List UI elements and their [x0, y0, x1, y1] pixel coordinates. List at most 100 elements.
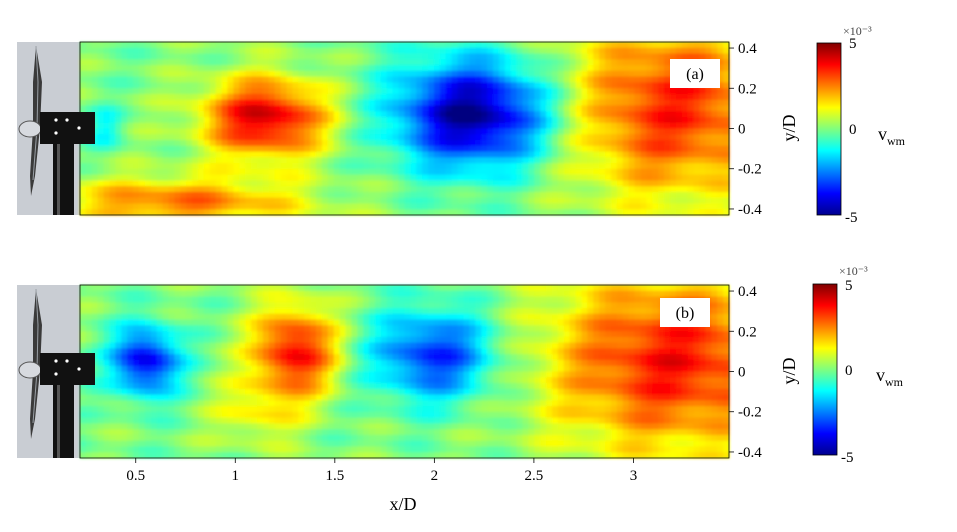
heatmap-cell [215, 88, 223, 95]
heatmap-cell [115, 99, 122, 107]
heatmap-cell [150, 417, 158, 424]
heatmap-cell [233, 446, 240, 453]
heatmap-cell [357, 42, 364, 49]
heatmap-cell [115, 47, 122, 55]
heatmap-cell [333, 128, 341, 135]
heatmap-cell [298, 429, 305, 436]
heatmap-cell [109, 394, 116, 401]
heatmap-cell [80, 319, 87, 326]
heatmap-cell [304, 116, 311, 124]
heatmap-cell [139, 388, 146, 396]
heatmap-cell [380, 400, 388, 407]
heatmap-cell [481, 53, 488, 60]
heatmap-cell [646, 88, 653, 95]
heatmap-cell [156, 128, 164, 135]
heatmap-cell [233, 168, 240, 176]
heatmap-cell [652, 209, 659, 216]
heatmap-cell [640, 145, 647, 153]
heatmap-cell [451, 122, 459, 130]
heatmap-cell [439, 47, 447, 55]
heatmap-cell [445, 180, 453, 187]
heatmap-cell [599, 140, 606, 147]
heatmap-cell [115, 122, 122, 130]
heatmap-cell [203, 93, 211, 101]
heatmap-cell [445, 191, 453, 199]
heatmap-cell [192, 290, 199, 298]
heatmap-cell [664, 203, 671, 210]
heatmap-cell [280, 336, 288, 344]
heatmap-cell [498, 174, 506, 181]
heatmap-cell [304, 290, 311, 298]
heatmap-cell [127, 157, 134, 164]
heatmap-cell [611, 59, 618, 66]
heatmap-cell [434, 111, 441, 118]
heatmap-cell [268, 331, 276, 338]
heatmap-cell [380, 290, 388, 298]
y-axis-label-a: y/D [779, 114, 799, 141]
heatmap-cell [687, 197, 695, 205]
heatmap-cell [257, 168, 264, 176]
heatmap-cell [180, 302, 187, 309]
heatmap-cell [274, 105, 282, 112]
heatmap-cell [310, 186, 317, 193]
heatmap-cell [186, 388, 193, 396]
heatmap-cell [233, 157, 240, 164]
heatmap-cell [150, 377, 158, 384]
heatmap-cell [174, 319, 181, 326]
heatmap-cell [80, 76, 87, 83]
heatmap-cell [634, 116, 642, 124]
heatmap-cell [351, 186, 358, 193]
heatmap-cell [534, 47, 541, 55]
heatmap-cell [192, 128, 199, 135]
heatmap-cell [209, 411, 217, 419]
heatmap-cell [658, 151, 665, 158]
heatmap-cell [133, 53, 140, 60]
heatmap-cell [162, 82, 170, 89]
heatmap-cell [198, 452, 205, 459]
heatmap-cell [363, 116, 370, 124]
heatmap-cell [239, 122, 246, 130]
heatmap-cell [339, 140, 347, 147]
heatmap-cell [221, 406, 229, 413]
heatmap-cell [156, 105, 164, 112]
heatmap-cell [115, 186, 122, 193]
heatmap-cell [357, 59, 364, 66]
heatmap-cell [227, 151, 234, 158]
heatmap-cell [327, 371, 335, 378]
heatmap-cell [634, 88, 642, 95]
heatmap-cell [227, 191, 234, 199]
heatmap-cell [245, 417, 252, 424]
heatmap-cell [162, 348, 170, 355]
heatmap-cell [257, 65, 264, 72]
heatmap-cell [375, 53, 382, 60]
heatmap-cell [575, 174, 583, 181]
heatmap-cell [339, 186, 347, 193]
heatmap-cell [664, 191, 671, 199]
heatmap-cell [80, 70, 87, 78]
heatmap-cell [339, 151, 347, 158]
heatmap-cell [369, 99, 376, 107]
heatmap-cell [298, 105, 305, 112]
heatmap-cell [321, 134, 329, 141]
heatmap-cell [310, 406, 317, 413]
heatmap-cell [428, 186, 435, 193]
heatmap-cell [481, 134, 488, 141]
heatmap-cell [239, 163, 246, 170]
heatmap-cell [316, 157, 323, 164]
heatmap-cell [675, 105, 683, 112]
heatmap-cell [386, 42, 394, 49]
heatmap-cell [227, 140, 234, 147]
heatmap-cell [292, 209, 299, 216]
heatmap-cell [215, 383, 223, 390]
heatmap-cell [522, 186, 529, 193]
heatmap-cell [723, 191, 730, 199]
heatmap-cell [115, 53, 122, 60]
heatmap-cell [699, 99, 706, 107]
heatmap-cell [316, 59, 323, 66]
heatmap-cell [351, 342, 358, 350]
heatmap-cell [546, 191, 553, 199]
heatmap-cell [162, 434, 170, 442]
heatmap-cell [675, 180, 683, 187]
heatmap-cell [292, 65, 299, 72]
heatmap-cell [333, 191, 341, 199]
